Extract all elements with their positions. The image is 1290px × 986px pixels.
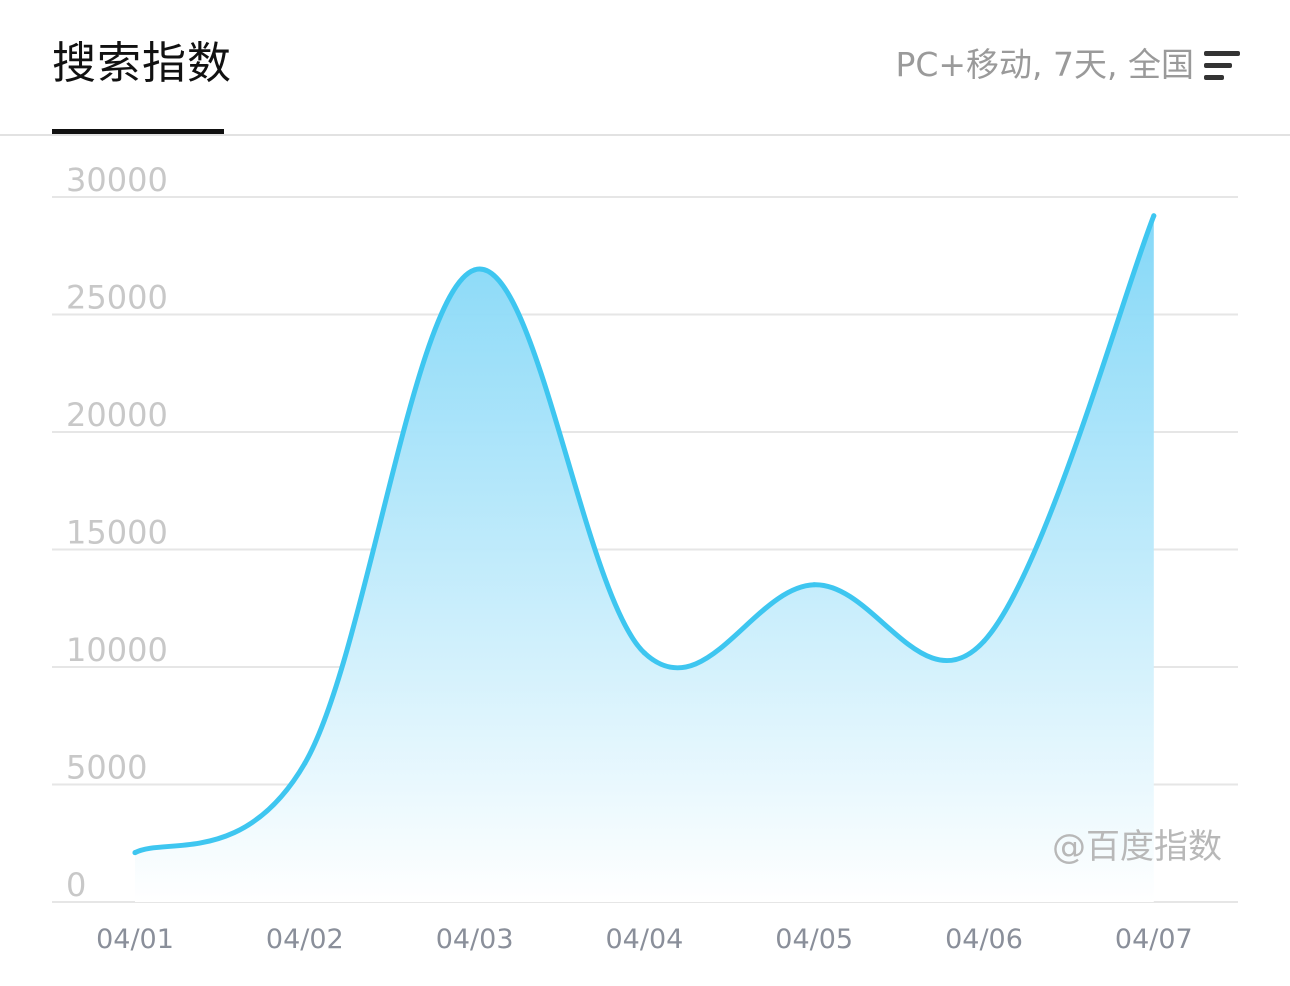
filter-lines-icon xyxy=(1204,45,1240,85)
data-point-04-03 xyxy=(472,267,478,273)
y-tick-label-0: 0 xyxy=(66,866,86,904)
x-tick-label-04-02: 04/02 xyxy=(266,924,344,955)
x-tick-label-04-03: 04/03 xyxy=(436,924,514,955)
x-tick-label-04-05: 04/05 xyxy=(775,924,853,955)
tab-search-index[interactable]: 搜索指数 xyxy=(52,38,232,89)
data-point-04-01 xyxy=(132,850,138,856)
data-point-04-06 xyxy=(981,638,987,644)
data-point-04-05 xyxy=(811,582,817,588)
x-tick-label-04-07: 04/07 xyxy=(1115,924,1193,955)
x-axis-ticks: 04/01 04/02 04/03 04/04 04/05 04/06 04/07 xyxy=(96,924,1193,955)
data-points xyxy=(132,213,1157,856)
y-tick-label-4: 20000 xyxy=(66,396,168,434)
data-point-04-04 xyxy=(641,650,647,656)
y-axis-ticks: 0 5000 10000 15000 20000 25000 30000 xyxy=(66,161,168,904)
y-tick-label-5: 25000 xyxy=(66,279,168,317)
series-line xyxy=(132,213,1157,856)
filter-button[interactable]: PC+移动, 7天, 全国 xyxy=(895,40,1240,90)
y-tick-label-1: 5000 xyxy=(66,749,147,787)
filter-label: PC+移动, 7天, 全国 xyxy=(895,45,1194,84)
data-point-04-07 xyxy=(1151,213,1157,219)
x-tick-label-04-06: 04/06 xyxy=(945,924,1023,955)
active-tab-indicator xyxy=(52,129,224,136)
data-point-04-02 xyxy=(302,760,308,766)
y-tick-label-6: 30000 xyxy=(66,161,168,199)
x-tick-label-04-01: 04/01 xyxy=(96,924,174,955)
y-tick-label-3: 15000 xyxy=(66,514,168,552)
x-tick-label-04-04: 04/04 xyxy=(605,924,683,955)
header-divider xyxy=(0,134,1290,136)
chart-header: 搜索指数 PC+移动, 7天, 全国 xyxy=(0,0,1290,136)
y-tick-label-2: 10000 xyxy=(66,631,168,669)
series-area xyxy=(135,215,1154,903)
baidu-index-watermark: @百度指数 xyxy=(1052,827,1222,867)
